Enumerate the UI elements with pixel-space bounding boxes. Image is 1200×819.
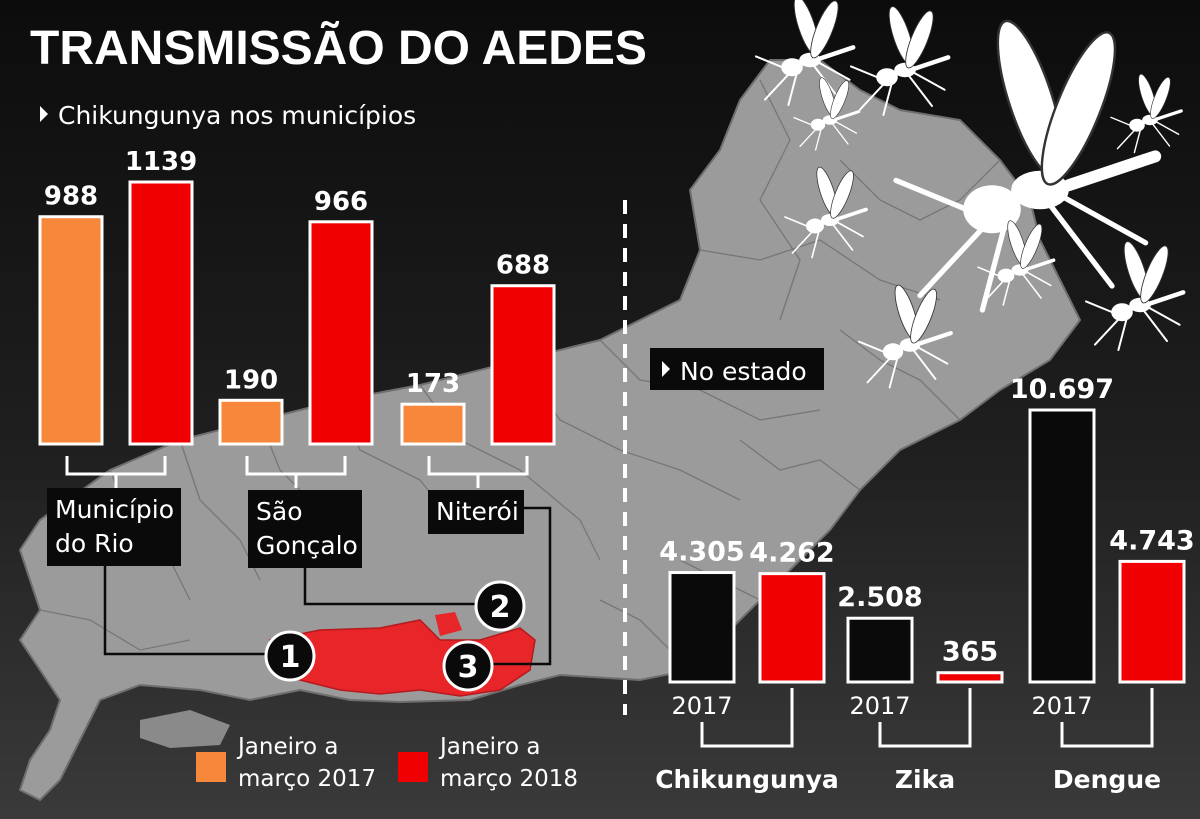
category-label-box bbox=[428, 490, 524, 534]
bar-2018-1 bbox=[936, 671, 1004, 684]
legend: Janeiro a março 2017 Janeiro a março 2018 bbox=[196, 734, 578, 792]
map-marker-label: 1 bbox=[280, 640, 301, 675]
data-label: 2.508 bbox=[837, 582, 922, 613]
mosquito-6 bbox=[977, 220, 1056, 306]
data-label: 10.697 bbox=[1010, 374, 1114, 405]
mosquito-2 bbox=[850, 6, 951, 116]
legend-label: Janeiro a bbox=[438, 734, 540, 760]
category-label: Gonçalo bbox=[256, 531, 358, 560]
mosquito-0 bbox=[893, 19, 1162, 313]
bar-2017-1 bbox=[846, 616, 914, 684]
data-label: 1139 bbox=[125, 147, 197, 177]
data-label: 365 bbox=[942, 637, 998, 668]
category-label: Niterói bbox=[436, 497, 519, 526]
legend-label: março 2017 bbox=[238, 766, 376, 792]
map-marker-1 bbox=[264, 630, 316, 682]
niteroi-highlight bbox=[435, 612, 462, 636]
bar-2018-2 bbox=[490, 284, 556, 446]
data-label: 190 bbox=[224, 365, 278, 395]
category-bracket bbox=[1060, 688, 1154, 748]
bar-2017-0 bbox=[38, 215, 104, 446]
page-title: TRANSMISSÃO DO AEDES bbox=[30, 20, 647, 75]
chart-title-estado: No estado bbox=[680, 357, 807, 386]
data-label: 988 bbox=[44, 182, 98, 212]
bar-2017-1 bbox=[218, 398, 284, 446]
data-label: 4.743 bbox=[1109, 525, 1194, 556]
legend-swatch-2017 bbox=[196, 752, 226, 782]
category-label: do Rio bbox=[55, 529, 134, 558]
chart-title-municipios: Chikungunya nos municípios bbox=[58, 101, 416, 130]
chevron-right-icon bbox=[40, 106, 48, 122]
category-label: Chikungunya bbox=[655, 765, 839, 794]
category-bracket bbox=[878, 688, 972, 748]
bar-2017-2 bbox=[1028, 408, 1096, 684]
category-label-box bbox=[47, 488, 181, 566]
mosquito-4 bbox=[1110, 73, 1183, 154]
bar-2018-1 bbox=[308, 220, 374, 446]
map-marker-2 bbox=[474, 580, 526, 632]
category-label: Zika bbox=[895, 765, 955, 794]
legend-swatch-2018 bbox=[398, 752, 428, 782]
mosquito-8 bbox=[858, 284, 953, 389]
legend-label: março 2018 bbox=[440, 766, 578, 792]
mosquito-5 bbox=[784, 166, 868, 259]
data-label: 966 bbox=[314, 187, 368, 217]
bar-2018-2 bbox=[1118, 559, 1186, 684]
category-label: São bbox=[256, 497, 302, 526]
legend-label: Janeiro a bbox=[236, 734, 338, 760]
map-marker-label: 2 bbox=[490, 590, 511, 625]
leader-line-rio bbox=[103, 566, 268, 656]
category-label-box bbox=[248, 490, 362, 568]
data-label: 173 bbox=[406, 369, 460, 399]
mosquito-3 bbox=[793, 77, 861, 151]
bar-2017-0 bbox=[668, 571, 736, 684]
mosquito-1 bbox=[755, 0, 856, 106]
data-label: 4.262 bbox=[749, 538, 834, 569]
data-label: 4.305 bbox=[659, 537, 744, 568]
map-marker-label: 3 bbox=[458, 650, 479, 685]
chart-municipios: 988 190 173 1139 966 688 Município do Rio São Gon… bbox=[38, 147, 556, 692]
leader-line-sao-goncalo bbox=[303, 566, 478, 606]
chart-estado: 4.305 2.508 10.697 4.262 365 4.743 2017 Chikung… bbox=[655, 374, 1195, 794]
leader-line-niteroi bbox=[492, 506, 552, 666]
bar-2018-0 bbox=[128, 180, 194, 446]
mosquito-7 bbox=[1085, 241, 1186, 351]
data-label: 688 bbox=[496, 251, 550, 281]
year-label: 2017 bbox=[849, 692, 910, 720]
estado-header-box bbox=[650, 348, 824, 390]
bar-2017-2 bbox=[400, 402, 466, 446]
category-bracket bbox=[700, 688, 794, 748]
category-label: Município bbox=[55, 495, 174, 524]
state-map-islands bbox=[140, 710, 230, 748]
category-label: Dengue bbox=[1053, 765, 1161, 794]
year-label: 2017 bbox=[671, 692, 732, 720]
map-marker-3 bbox=[442, 640, 494, 692]
chevron-right-icon bbox=[662, 361, 670, 377]
bar-2018-0 bbox=[758, 572, 826, 684]
mosquito-illustrations bbox=[755, 0, 1186, 389]
year-label: 2017 bbox=[1031, 692, 1092, 720]
